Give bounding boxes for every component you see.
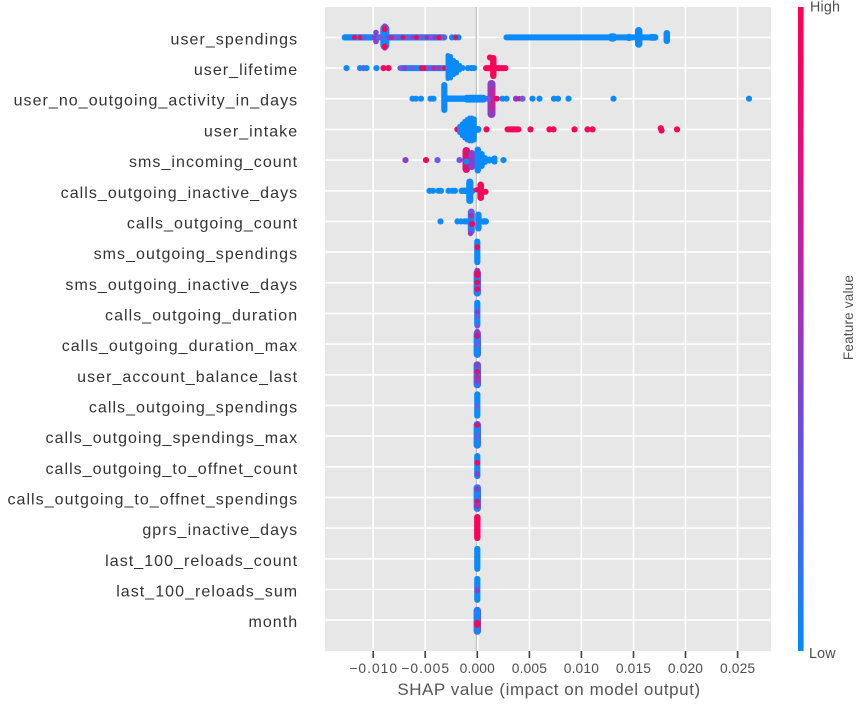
svg-text:Low: Low (809, 646, 836, 662)
svg-text:last_100_reloads_sum: last_100_reloads_sum (116, 584, 298, 601)
svg-text:calls_outgoing_spendings_max: calls_outgoing_spendings_max (46, 430, 299, 447)
svg-text:0.015: 0.015 (616, 661, 651, 676)
svg-text:gprs_inactive_days: gprs_inactive_days (142, 522, 298, 539)
svg-text:user_lifetime: user_lifetime (194, 62, 298, 79)
svg-text:calls_outgoing_to_offnet_count: calls_outgoing_to_offnet_count (45, 461, 298, 478)
svg-text:sms_outgoing_spendings: sms_outgoing_spendings (94, 246, 299, 263)
svg-text:−0.010: −0.010 (349, 661, 398, 676)
svg-text:SHAP value (impact on model ou: SHAP value (impact on model output) (397, 680, 700, 699)
svg-text:user_intake: user_intake (204, 123, 298, 140)
svg-text:last_100_reloads_count: last_100_reloads_count (105, 553, 298, 570)
svg-text:calls_outgoing_count: calls_outgoing_count (127, 215, 298, 232)
svg-text:0.020: 0.020 (668, 661, 703, 676)
svg-text:−0.005: −0.005 (401, 661, 450, 676)
svg-text:month: month (248, 614, 298, 631)
svg-text:calls_outgoing_to_offnet_spend: calls_outgoing_to_offnet_spendings (7, 491, 298, 508)
svg-text:0.010: 0.010 (564, 661, 599, 676)
svg-text:0.025: 0.025 (720, 661, 755, 676)
svg-text:0.000: 0.000 (460, 661, 495, 676)
svg-text:user_spendings: user_spendings (171, 31, 299, 48)
svg-text:calls_outgoing_spendings: calls_outgoing_spendings (89, 399, 298, 416)
svg-text:calls_outgoing_duration: calls_outgoing_duration (105, 307, 298, 324)
svg-text:calls_outgoing_duration_max: calls_outgoing_duration_max (62, 338, 299, 355)
svg-text:0.005: 0.005 (512, 661, 547, 676)
svg-text:calls_outgoing_inactive_days: calls_outgoing_inactive_days (61, 185, 299, 202)
svg-text:High: High (810, 0, 840, 16)
svg-text:user_no_outgoing_activity_in_d: user_no_outgoing_activity_in_days (14, 93, 299, 110)
svg-text:sms_incoming_count: sms_incoming_count (129, 154, 298, 171)
svg-text:Feature value: Feature value (841, 275, 856, 360)
svg-text:user_account_balance_last: user_account_balance_last (77, 369, 298, 386)
svg-text:sms_outgoing_inactive_days: sms_outgoing_inactive_days (65, 277, 298, 294)
